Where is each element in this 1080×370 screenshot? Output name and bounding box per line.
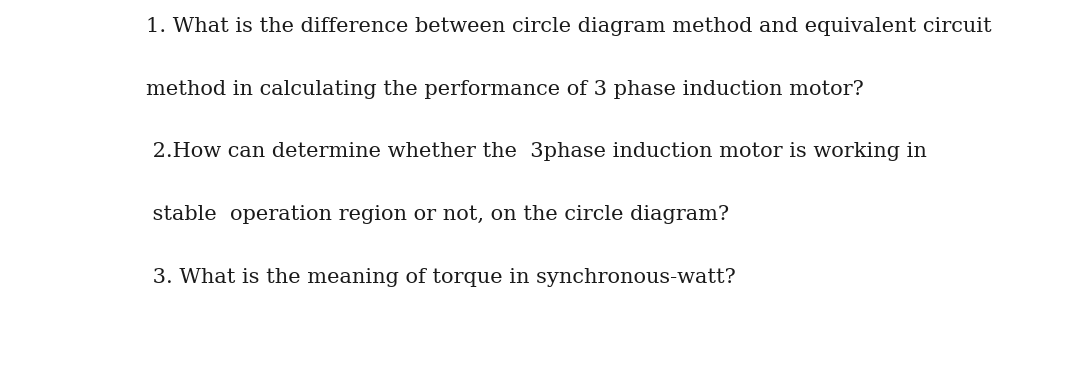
Text: stable  operation region or not, on the circle diagram?: stable operation region or not, on the c… [146,205,729,224]
Text: 1. What is the difference between circle diagram method and equivalent circuit: 1. What is the difference between circle… [146,17,991,36]
Text: method in calculating the performance of 3 phase induction motor?: method in calculating the performance of… [146,80,864,98]
Text: 3. What is the meaning of torque in synchronous-watt?: 3. What is the meaning of torque in sync… [146,268,735,287]
Text: 2.How can determine whether the  3phase induction motor is working in: 2.How can determine whether the 3phase i… [146,142,927,161]
